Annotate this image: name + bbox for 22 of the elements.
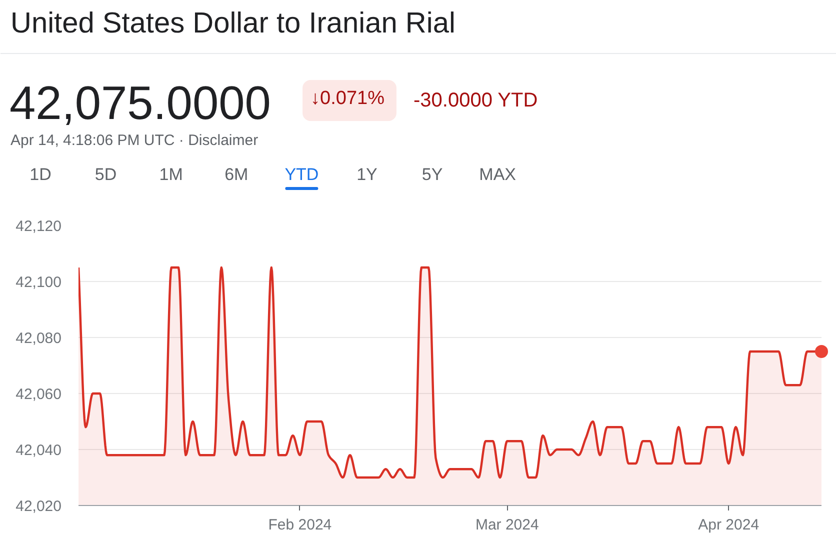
text: 5D [94,165,117,184]
text: 1D [30,165,52,184]
y-tick-label: 42,020 [16,498,62,515]
x-tick-label: Apr 2024 [698,516,760,534]
text: -30.0000 YTD [414,90,538,112]
y-tick-label: 42,080 [16,330,62,347]
text: 6M [224,165,248,184]
text: 1M [159,165,183,184]
chart-title: United States Dollar to Iranian Rial [10,8,456,40]
x-tick-label: Mar 2024 [475,516,539,534]
text: YTD [284,165,319,184]
chart-subtitle: 42,075.0000 [10,76,271,129]
y-tick-label: 42,040 [16,442,62,459]
y-tick-label: 42,100 [16,274,62,291]
text: 1Y [356,165,378,184]
text: MAX [479,165,516,184]
text: Apr 14, 4:18:06 PM UTC · Disclaimer [10,132,258,149]
y-tick-label: 42,060 [16,386,62,403]
y-tick-label: 42,120 [16,218,62,235]
text: 5Y [422,165,443,184]
text: ↓0.071% [310,88,385,109]
x-tick-label: Feb 2024 [268,516,332,534]
